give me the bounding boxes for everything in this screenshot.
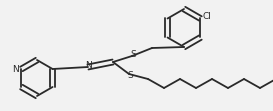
- Text: N: N: [85, 61, 91, 70]
- Text: N: N: [12, 64, 18, 73]
- Text: S: S: [130, 51, 136, 59]
- Text: Cl: Cl: [203, 12, 211, 21]
- Text: S: S: [127, 71, 133, 80]
